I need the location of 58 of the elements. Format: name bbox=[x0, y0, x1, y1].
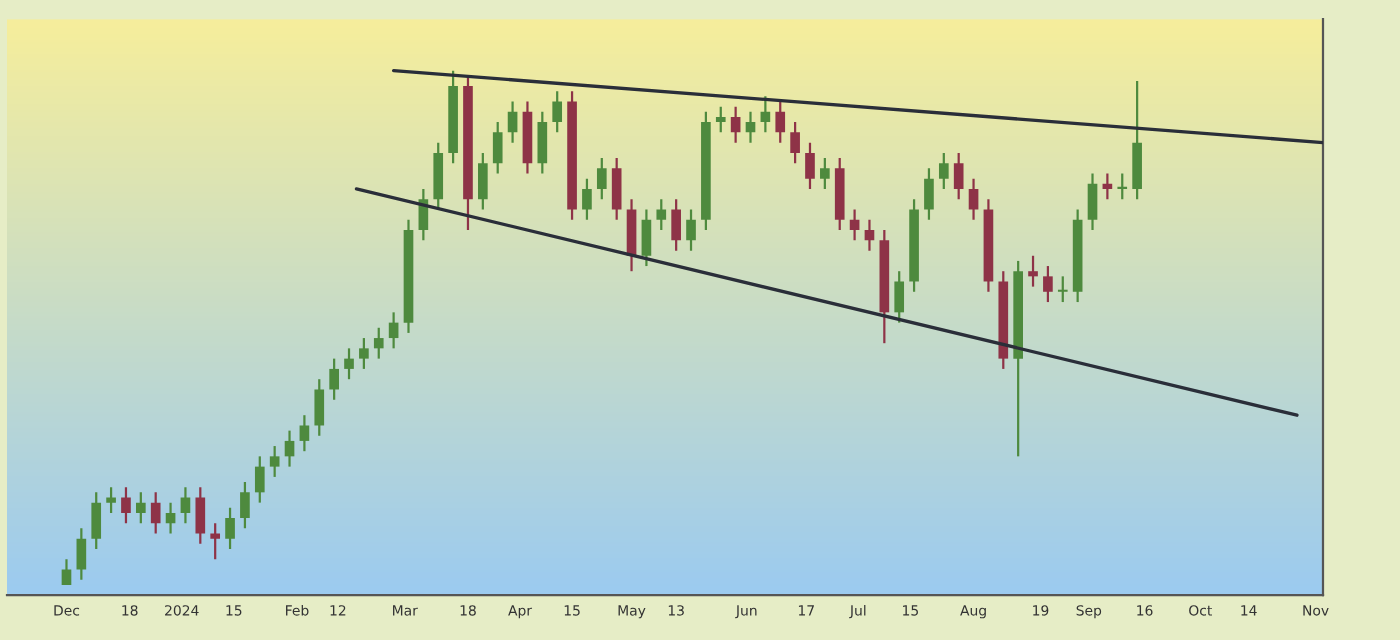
candlestick bbox=[864, 218, 875, 252]
candlestick bbox=[269, 444, 280, 479]
candlestick bbox=[805, 141, 815, 191]
candlestick bbox=[76, 527, 87, 581]
candlestick bbox=[938, 151, 949, 191]
candlestick bbox=[894, 270, 905, 324]
candlestick bbox=[820, 156, 830, 191]
candlestick bbox=[953, 151, 964, 201]
candlestick bbox=[373, 326, 384, 360]
candlestick bbox=[165, 501, 176, 535]
candlestick bbox=[388, 311, 399, 350]
candlestick bbox=[284, 429, 295, 468]
candlestick bbox=[1028, 254, 1038, 288]
candlestick bbox=[582, 177, 592, 221]
candlestick bbox=[1087, 172, 1098, 232]
candlestick bbox=[656, 198, 667, 232]
candlestick bbox=[121, 486, 131, 525]
candlestick bbox=[254, 455, 265, 504]
candlestick bbox=[344, 347, 354, 381]
candlestick bbox=[91, 491, 102, 551]
candlestick bbox=[671, 198, 681, 252]
candlestick bbox=[195, 486, 206, 545]
candlestick bbox=[433, 141, 444, 211]
candlestick bbox=[359, 336, 369, 371]
candlestick bbox=[596, 156, 607, 201]
candlestick bbox=[61, 558, 72, 587]
candlestick bbox=[790, 120, 800, 165]
candlestick bbox=[745, 110, 756, 144]
candlestick bbox=[210, 522, 221, 561]
candlestick bbox=[924, 167, 934, 221]
candlestick bbox=[537, 110, 548, 175]
candlestick bbox=[1117, 172, 1128, 201]
candlestick bbox=[180, 486, 191, 525]
candlestick bbox=[611, 156, 622, 221]
candlestick bbox=[715, 105, 726, 134]
candlestick bbox=[240, 480, 250, 530]
candlestick bbox=[492, 120, 503, 175]
candlestick bbox=[552, 90, 563, 134]
candlestick bbox=[106, 486, 116, 515]
candlestick bbox=[775, 100, 786, 144]
candlestick bbox=[968, 177, 979, 221]
candlestick bbox=[150, 491, 161, 535]
candlestick bbox=[478, 151, 488, 211]
candlestick bbox=[849, 208, 860, 242]
candlestick bbox=[760, 95, 771, 134]
candlestick bbox=[730, 105, 741, 144]
candlestick bbox=[225, 506, 235, 551]
candlestick bbox=[1043, 264, 1053, 304]
candlestick bbox=[1102, 172, 1113, 201]
candlestick bbox=[641, 208, 652, 268]
candlestick bbox=[136, 491, 146, 525]
candlestick bbox=[686, 208, 696, 252]
candlestick bbox=[507, 100, 518, 144]
candlestick bbox=[329, 357, 339, 401]
candlestick bbox=[314, 378, 325, 437]
candlestick bbox=[1132, 79, 1142, 201]
candlestick bbox=[1057, 275, 1068, 304]
candlestick bbox=[299, 414, 310, 453]
